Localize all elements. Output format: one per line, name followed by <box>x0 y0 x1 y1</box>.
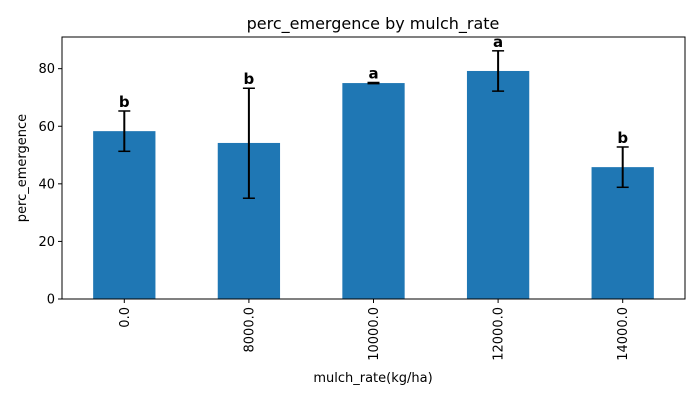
bar <box>93 131 156 299</box>
group-letter: b <box>244 70 255 88</box>
y-tick-label: 40 <box>38 177 55 192</box>
bar <box>466 70 530 299</box>
x-tick-label: 10000.0 <box>367 307 382 361</box>
group-letter: b <box>119 93 130 111</box>
y-tick-label: 60 <box>38 120 55 135</box>
bar <box>591 167 654 299</box>
y-axis: 0 20 40 60 80 <box>38 62 62 308</box>
bar <box>342 83 405 299</box>
y-tick-label: 80 <box>38 62 55 77</box>
group-letter: a <box>368 64 378 82</box>
x-tick-label: 8000.0 <box>242 307 257 353</box>
group-letter: b <box>617 129 628 147</box>
group-letters: b b a a b <box>119 33 628 147</box>
bars-group <box>93 70 654 299</box>
chart-title: perc_emergence by mulch_rate <box>247 14 500 34</box>
x-axis-label: mulch_rate(kg/ha) <box>313 371 432 386</box>
x-tick-label: 14000.0 <box>616 307 631 361</box>
error-bars-group <box>118 50 629 199</box>
y-axis-label: perc_emergence <box>15 114 30 222</box>
plot-frame <box>61 36 686 300</box>
y-tick-label: 0 <box>47 293 55 308</box>
y-tick-label: 20 <box>38 235 55 250</box>
x-tick-label: 0.0 <box>118 307 133 328</box>
group-letter: a <box>493 33 503 51</box>
x-axis: 0.0 8000.0 10000.0 12000.0 14000.0 <box>118 299 631 361</box>
x-tick-label: 12000.0 <box>492 307 507 361</box>
